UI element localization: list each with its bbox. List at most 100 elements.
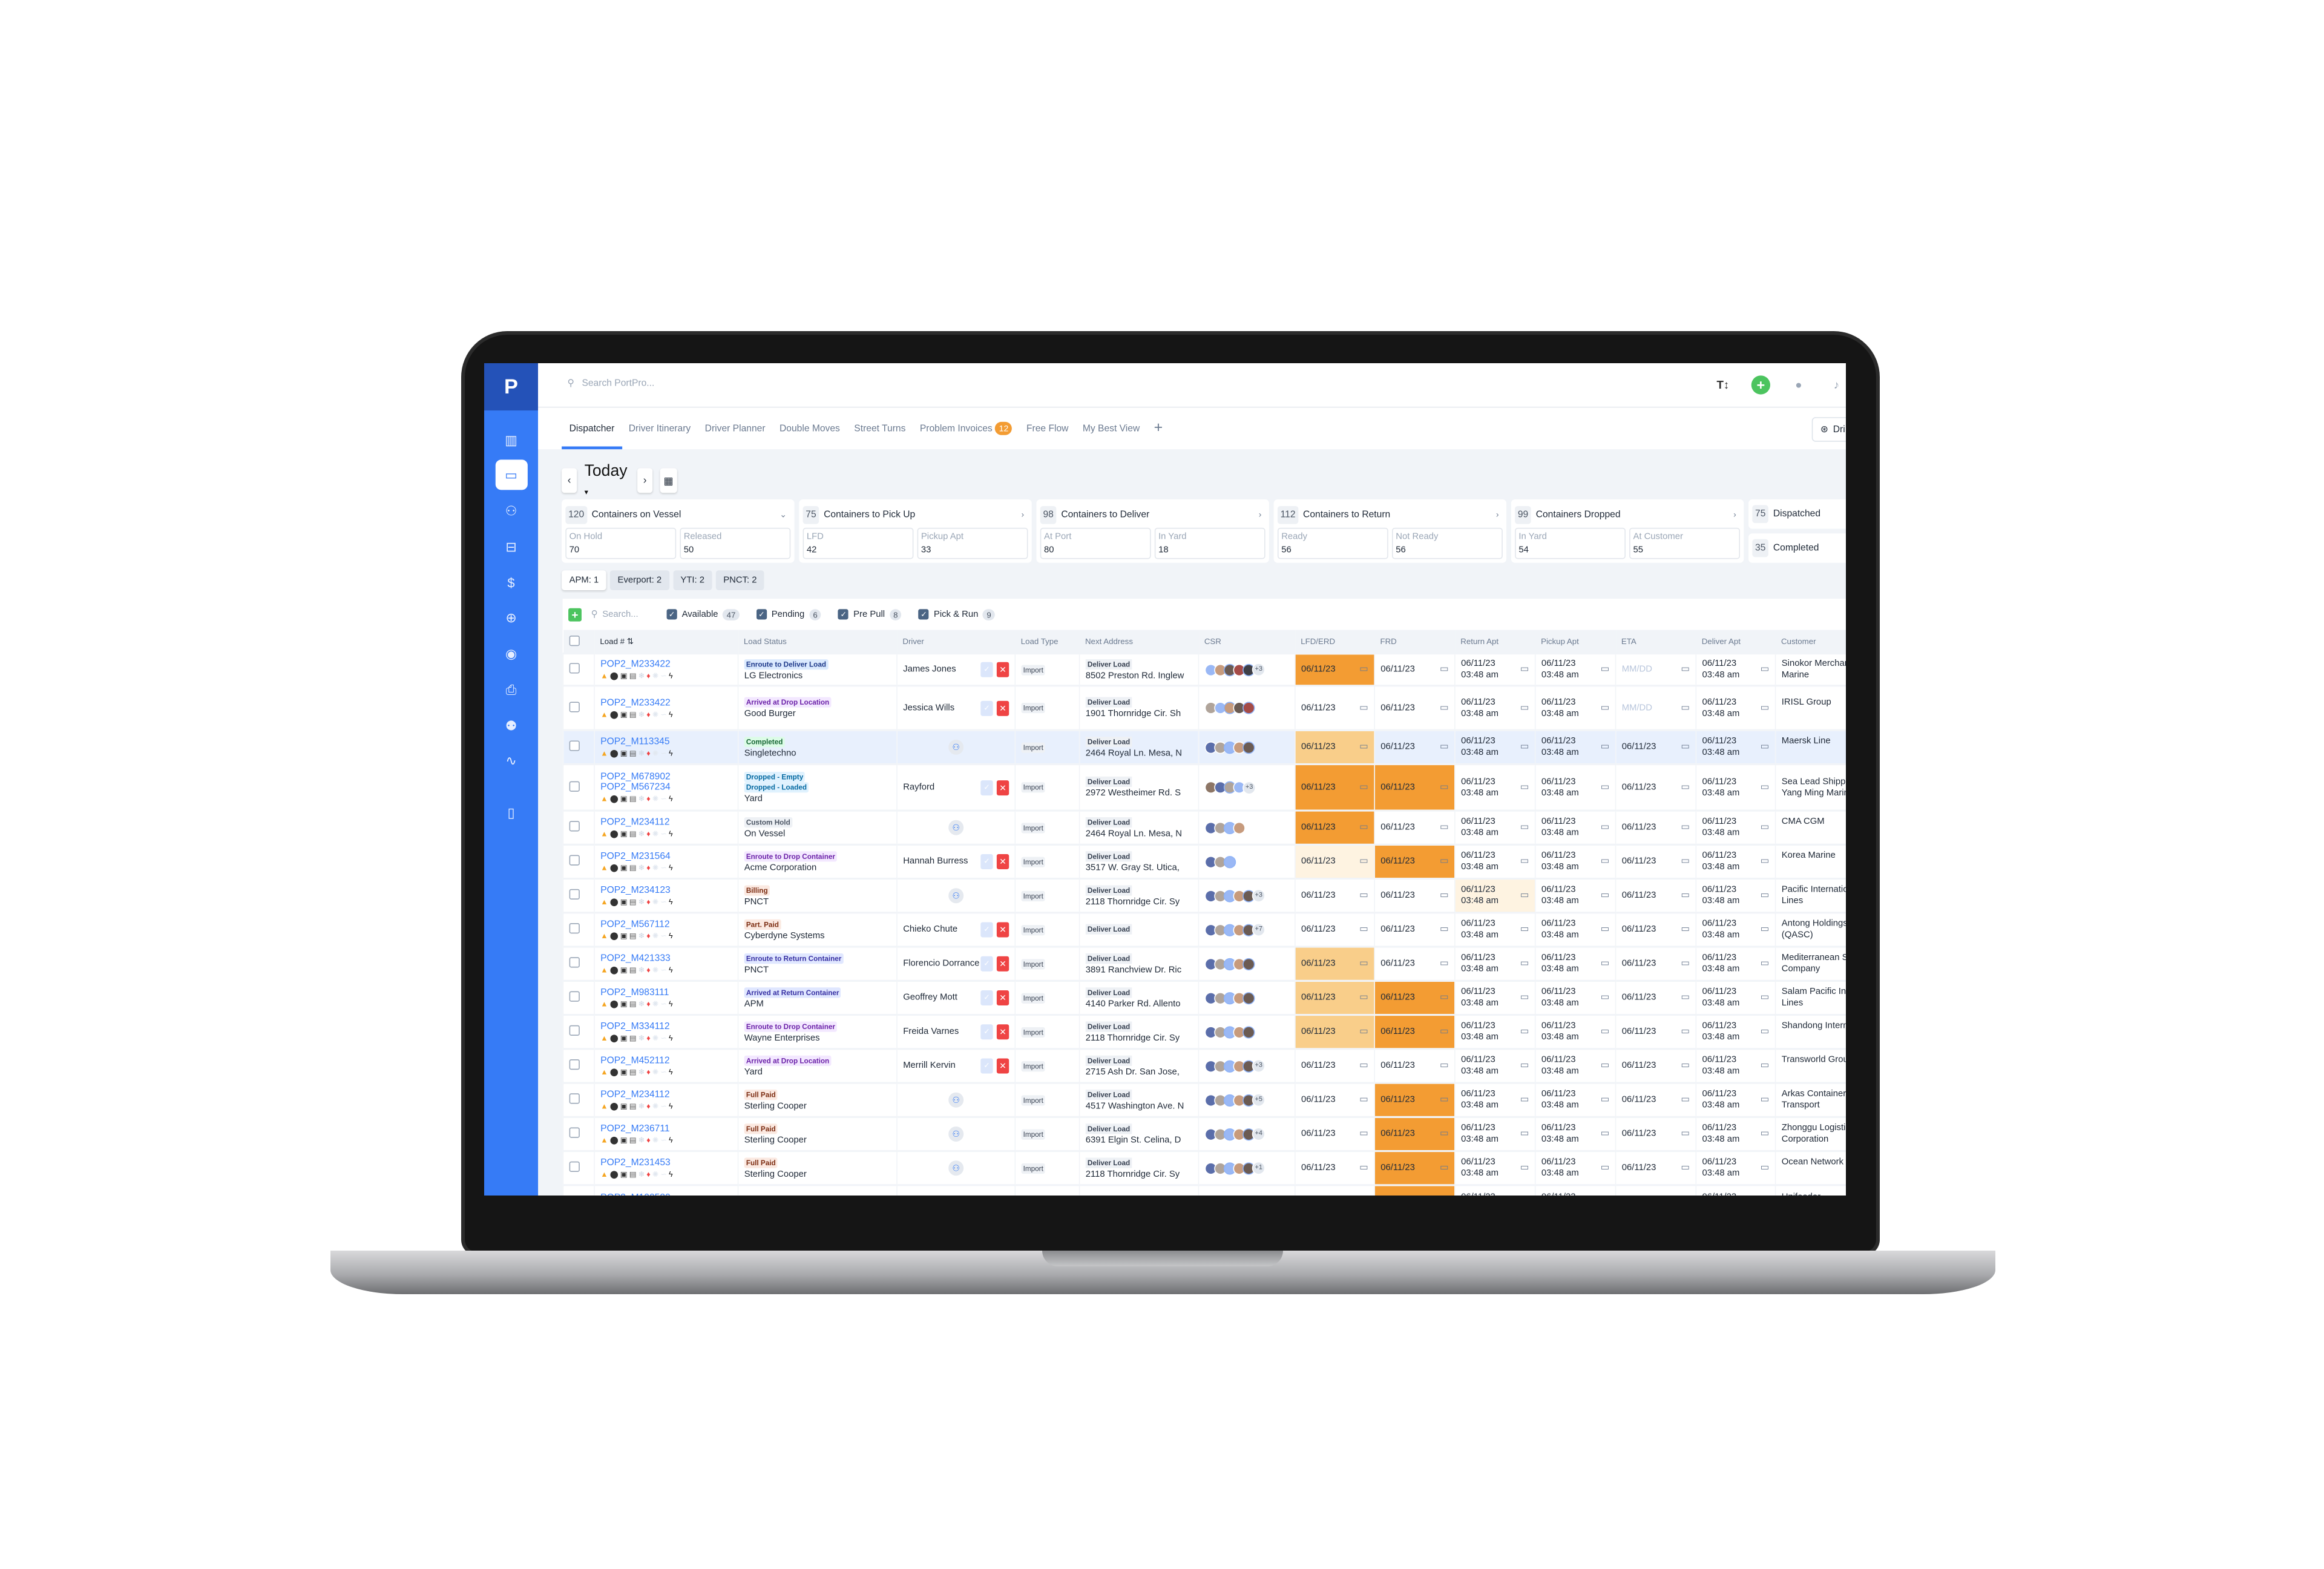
date-dropdown[interactable]: Today ▾ xyxy=(584,461,628,497)
calendar-icon[interactable]: ▭ xyxy=(1681,1060,1690,1071)
csr-avatars[interactable]: +3 xyxy=(1204,1059,1289,1073)
column-header[interactable]: LFD/ERD xyxy=(1295,630,1375,654)
csr-avatars[interactable]: +3 xyxy=(1204,889,1289,903)
calendar-icon[interactable]: ▭ xyxy=(1600,663,1610,675)
date-field[interactable]: 06/11/23 ▭ xyxy=(1301,1094,1368,1106)
calendar-icon[interactable]: ▭ xyxy=(1600,1162,1610,1173)
date-field[interactable]: 06/11/23 ▭ xyxy=(1380,1128,1449,1140)
filter-pre-pull[interactable]: ✓ Pre Pull 8 xyxy=(838,608,902,620)
checkbox[interactable]: ✓ xyxy=(918,609,930,620)
date-field[interactable]: 06/11/23 ▭ xyxy=(1301,992,1368,1004)
calendar-icon[interactable]: ▭ xyxy=(1760,1128,1770,1139)
status-card[interactable]: 75 Dispatched xyxy=(1748,499,1846,529)
csr-more-count[interactable]: +3 xyxy=(1252,1059,1265,1073)
global-search[interactable]: ⚲ Search PortPro... xyxy=(568,378,655,389)
frd-cell[interactable]: 06/11/23 ▭ xyxy=(1374,1048,1455,1084)
calendar-icon[interactable]: ▭ xyxy=(1520,821,1529,832)
accept-driver-button[interactable]: ✓ xyxy=(980,990,993,1005)
calendar-icon[interactable]: ▭ xyxy=(1520,856,1529,867)
accept-driver-button[interactable]: ✓ xyxy=(980,780,993,795)
calendar-icon[interactable]: ▭ xyxy=(1520,1162,1529,1173)
frd-cell[interactable]: 06/11/23 ▭ xyxy=(1374,1014,1455,1049)
select-all-checkbox[interactable] xyxy=(568,635,580,646)
table-search-input[interactable]: ⚲ Search... xyxy=(591,609,638,620)
calendar-icon[interactable]: ▭ xyxy=(1760,742,1770,752)
row-checkbox[interactable] xyxy=(569,663,580,674)
row-checkbox[interactable] xyxy=(569,1025,580,1036)
avatar[interactable] xyxy=(1233,821,1246,834)
row-checkbox[interactable] xyxy=(569,1059,580,1070)
csr-avatars[interactable]: +7 xyxy=(1204,923,1289,936)
tab-my-best-view[interactable]: My Best View xyxy=(1083,407,1140,449)
frd-cell[interactable]: 06/11/23 ▭ xyxy=(1374,1116,1455,1151)
accept-driver-button[interactable]: ✓ xyxy=(980,956,993,972)
assign-driver-icon[interactable]: ⚇ xyxy=(948,888,964,904)
table-row[interactable]: POP2_M234112 ▲⬤▣▤❄♦✺∽ϟ Full Paid Sterling C… xyxy=(562,1082,1846,1117)
calendar-icon[interactable]: ▭ xyxy=(1359,702,1368,713)
tab-free-flow[interactable]: Free Flow xyxy=(1026,407,1068,449)
lfd-cell[interactable]: 06/11/23 ▭ xyxy=(1295,843,1375,879)
row-checkbox[interactable] xyxy=(569,1127,580,1138)
csr-more-count[interactable]: +3 xyxy=(1242,780,1256,794)
table-row[interactable]: POP2_M983111 ▲⬤▣▤❄♦✺∽ϟ Arrived at Return C… xyxy=(562,979,1846,1015)
column-header[interactable]: CSR xyxy=(1198,630,1295,654)
lfd-cell[interactable]: 06/11/23 ▭ xyxy=(1295,912,1375,947)
remove-driver-button[interactable]: ✕ xyxy=(996,922,1009,938)
row-checkbox[interactable] xyxy=(569,923,580,934)
load-number-link[interactable]: POP2_M231453 xyxy=(600,1157,671,1168)
calendar-icon[interactable]: ▭ xyxy=(1439,1060,1449,1071)
add-load-button[interactable]: + xyxy=(568,607,582,621)
load-number-link[interactable]: POP2_M233422 xyxy=(600,659,671,670)
calendar-icon[interactable]: ▭ xyxy=(1520,992,1529,1003)
calendar-icon[interactable]: ▭ xyxy=(1760,856,1770,867)
accept-driver-button[interactable]: ✓ xyxy=(980,1024,993,1040)
calendar-icon[interactable]: ▭ xyxy=(1681,992,1690,1003)
calendar-icon[interactable]: ▭ xyxy=(1359,1128,1368,1139)
frd-cell[interactable]: 06/11/23 ▭ xyxy=(1374,946,1455,981)
calendar-icon[interactable]: ▭ xyxy=(1439,924,1449,935)
date-field[interactable]: 06/11/23 ▭ xyxy=(1380,958,1449,970)
frd-cell[interactable]: 06/11/23 ▭ xyxy=(1374,878,1455,913)
remove-driver-button[interactable]: ✕ xyxy=(996,780,1009,795)
frd-cell[interactable]: 06/11/23 ▭ xyxy=(1374,1082,1455,1117)
calendar-icon[interactable]: ▭ xyxy=(1359,821,1368,832)
column-header[interactable]: Load Status xyxy=(738,630,898,654)
column-header[interactable]: ETA xyxy=(1615,630,1696,654)
remove-driver-button[interactable]: ✕ xyxy=(996,700,1009,716)
chevron-right-icon[interactable]: › xyxy=(1733,510,1736,519)
load-number-link[interactable]: POP2_M233422 xyxy=(600,697,671,708)
frd-cell[interactable]: 06/11/23 ▭ xyxy=(1374,1150,1455,1185)
calendar-icon[interactable]: ▭ xyxy=(1439,742,1449,752)
csr-avatars[interactable] xyxy=(1204,1025,1289,1038)
calendar-icon[interactable]: ▭ xyxy=(1439,958,1449,969)
port-chip[interactable]: PNCT: 2 xyxy=(715,570,765,590)
date-field[interactable]: 06/11/23 ▭ xyxy=(1380,1162,1449,1174)
frd-cell[interactable]: 06/11/23 ▭ xyxy=(1374,729,1455,765)
calendar-icon[interactable]: ▭ xyxy=(1600,992,1610,1003)
eta-cell[interactable]: MM/DD ▭ xyxy=(1615,685,1696,731)
eta-cell[interactable]: 06/11/23 ▭ xyxy=(1615,729,1696,765)
chevron-right-icon[interactable]: › xyxy=(1021,510,1025,519)
calendar-button[interactable]: ▦ xyxy=(660,468,677,493)
column-header[interactable]: Load # ⇅ xyxy=(594,630,738,654)
row-checkbox[interactable] xyxy=(569,1093,580,1104)
